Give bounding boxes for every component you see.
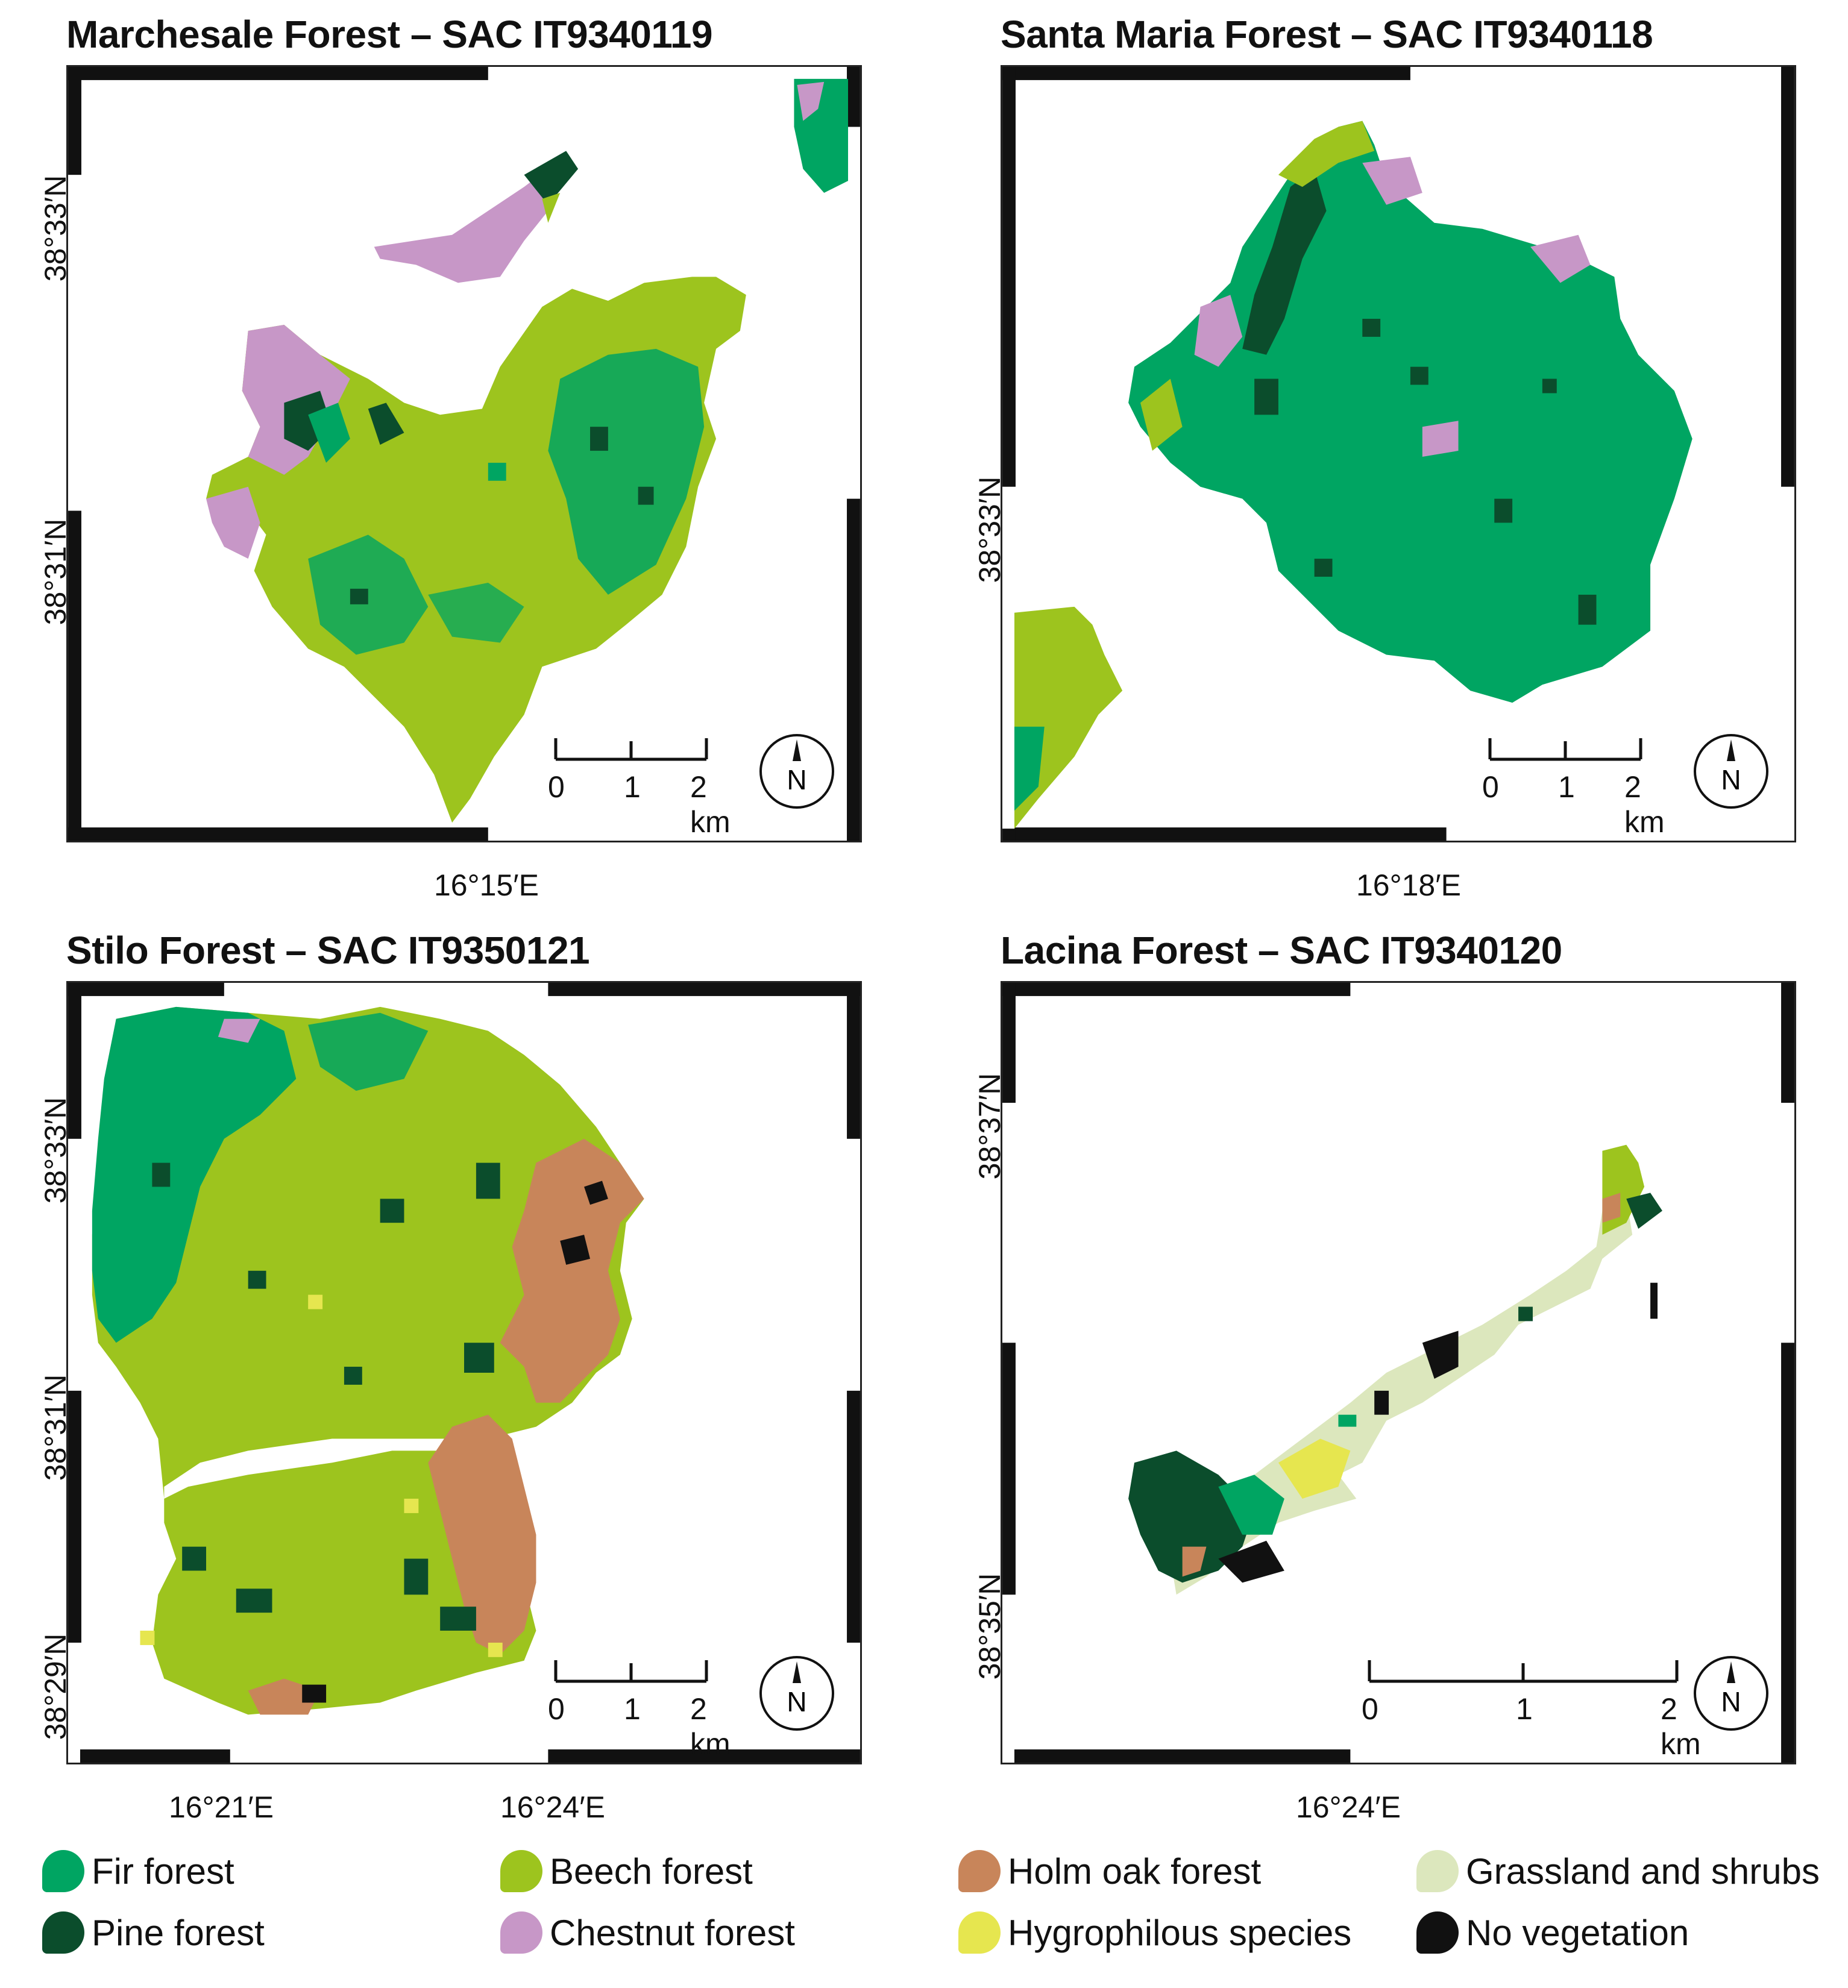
legend-item-chestnut: Chestnut forest [500,1911,795,1954]
map-panel-stilo: Stilo Forest – SAC IT9350121 [39,928,970,1824]
scale-tick-0: 0 [548,770,565,804]
lat-label: 38°31′N [39,1374,72,1481]
legend-label: Hygrophilous species [1008,1912,1352,1953]
legend-item-grassland: Grassland and shrubs [1416,1850,1820,1892]
lon-label: 16°24′E [500,1790,605,1824]
scale-tick-2: 2 km [690,1692,731,1761]
scale-tick-1: 1 [1516,1692,1533,1726]
chestnut-swatch-icon [500,1911,542,1954]
grassland-swatch-icon [1416,1850,1459,1892]
lat-label: 38°33′N [39,1097,72,1204]
legend-label: Beech forest [550,1851,753,1892]
scale-tick-2: 2 km [1624,770,1665,839]
lat-label: 38°35′N [973,1573,1007,1680]
north-arrow-icon: N [1692,1654,1770,1732]
no-vegetation-swatch-icon [1416,1911,1459,1954]
lon-label: 16°15′E [434,868,539,902]
lat-label: 38°31′N [39,518,72,626]
lat-label: 38°33′N [39,175,72,282]
legend-item-no-vegetation: No vegetation [1416,1911,1689,1954]
map-title: Lacina Forest – SAC IT9340120 [1001,929,1562,972]
scale-bar-graphic [1368,1660,1679,1683]
north-arrow-icon: N [758,732,836,811]
north-label: N [1721,764,1741,795]
map-panel-lacina: Lacina Forest – SAC IT9340120 [973,928,1848,1824]
legend-item-holm-oak: Holm oak forest [958,1850,1261,1892]
land-cover-map [1002,67,1794,841]
lat-label: 38°37′N [973,1073,1007,1180]
north-arrow-icon: N [1692,732,1770,811]
scale-tick-1: 1 [624,770,641,804]
scale-tick-1: 1 [624,1692,641,1726]
map-title: Marchesale Forest – SAC IT9340119 [66,13,713,56]
scale-tick-1: 1 [1558,770,1575,804]
legend-label: Holm oak forest [1008,1851,1262,1892]
legend-label: No vegetation [1466,1912,1689,1953]
legend-label: Grassland and shrubs [1466,1851,1820,1892]
north-label: N [787,1686,806,1717]
scale-bar: 0 1 2 km [548,1648,731,1761]
lon-label: 16°18′E [1356,868,1461,902]
lat-label: 38°29′N [39,1633,72,1740]
land-cover-map [68,983,860,1763]
scale-tick-0: 0 [548,1692,565,1726]
scale-bar-graphic [1488,738,1642,761]
lat-label: 38°33′N [973,476,1007,583]
legend-item-beech: Beech forest [500,1850,753,1892]
beech-swatch-icon [500,1850,542,1892]
north-arrow-icon: N [758,1654,836,1732]
map-title: Stilo Forest – SAC IT9350121 [66,929,590,972]
holm-oak-swatch-icon [958,1850,1001,1892]
scale-tick-2: 2 km [690,770,731,839]
pine-swatch-icon [42,1911,84,1954]
scale-bar: 0 1 2 km [1362,1648,1701,1761]
lon-label: 16°21′E [169,1790,274,1824]
hygrophilous-swatch-icon [958,1911,1001,1954]
map-frame: 0 1 2 km N [66,65,862,842]
land-cover-map [1002,983,1794,1763]
scale-bar: 0 1 2 km [548,726,731,839]
fir-swatch-icon [42,1850,84,1892]
lon-label: 16°24′E [1296,1790,1401,1824]
scale-bar-graphic [554,1660,708,1683]
scale-tick-0: 0 [1362,1692,1378,1726]
map-panel-marchesale: Marchesale Forest – SAC IT9340119 [39,12,970,904]
legend-item-fir: Fir forest [42,1850,234,1892]
legend-label: Fir forest [92,1851,234,1892]
land-cover-map [68,67,860,841]
map-frame: 0 1 2 km N [1001,981,1796,1764]
north-label: N [787,764,806,795]
legend-item-hygrophilous: Hygrophilous species [958,1911,1351,1954]
legend-label: Chestnut forest [550,1912,795,1953]
map-frame: 0 1 2 km N [1001,65,1796,842]
map-frame: 0 1 2 km N [66,981,862,1764]
legend-item-pine: Pine forest [42,1911,265,1954]
scale-bar: 0 1 2 km [1482,726,1665,839]
map-title: Santa Maria Forest – SAC IT9340118 [1001,13,1653,56]
map-panel-santa-maria: Santa Maria Forest – SAC IT9340118 [973,12,1848,904]
scale-bar-graphic [554,738,708,761]
scale-tick-2: 2 km [1661,1692,1701,1761]
north-label: N [1721,1686,1741,1717]
scale-tick-0: 0 [1482,770,1499,804]
legend-label: Pine forest [92,1912,265,1953]
